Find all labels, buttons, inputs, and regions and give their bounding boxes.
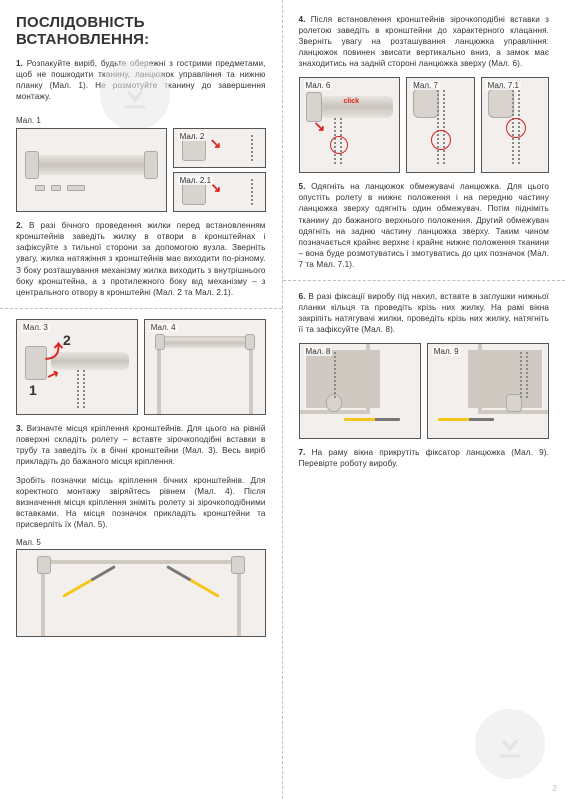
fig-row-3: Мал. 6 click ↘ Мал. 7 bbox=[299, 77, 550, 173]
watermark-icon bbox=[100, 60, 170, 130]
step-4: 4. Після встановлення кронштейнів зірочк… bbox=[299, 14, 550, 69]
fig-6: Мал. 6 click ↘ bbox=[299, 77, 401, 173]
fig-row-2: Мал. 3 1 2 ↗ ⤴ Мал. 4 bbox=[16, 319, 266, 415]
fig-1-label-out: Мал. 1 bbox=[16, 116, 41, 125]
step-6: 6. В разі фіксації виробу під нахил, вст… bbox=[299, 291, 550, 335]
fig-3: Мал. 3 1 2 ↗ ⤴ bbox=[16, 319, 138, 415]
fig-9: Мал. 9 bbox=[427, 343, 549, 439]
fig-row-1-imgs: Мал. 2 ↘ Мал. 2.1 ↘ bbox=[16, 128, 266, 212]
fig-5-label: Мал. 5 bbox=[16, 538, 266, 547]
separator-right bbox=[283, 280, 565, 281]
fig-1 bbox=[16, 128, 167, 212]
fig-2-1: Мал. 2.1 ↘ bbox=[173, 172, 266, 212]
right-column: 4. Після встановлення кронштейнів зірочк… bbox=[283, 0, 565, 799]
step-3a: 3. Визначте місця кріплення кронштейнів.… bbox=[16, 423, 266, 467]
step-7: 7. На раму вікна прикрутіть фіксатор лан… bbox=[299, 447, 550, 469]
page-title: ПОСЛІДОВНІСТЬ ВСТАНОВЛЕННЯ: bbox=[16, 14, 266, 48]
fig-5 bbox=[16, 549, 266, 637]
fig-7-1: Мал. 7.1 bbox=[481, 77, 549, 173]
watermark-icon-2 bbox=[475, 709, 545, 779]
fig-row-4: Мал. 8 Мал. 9 bbox=[299, 343, 550, 439]
left-column: ПОСЛІДОВНІСТЬ ВСТАНОВЛЕННЯ: 1. Розпакуйт… bbox=[0, 0, 283, 799]
fig-2: Мал. 2 ↘ bbox=[173, 128, 266, 168]
fig-5-wrap: Мал. 5 bbox=[16, 538, 266, 637]
fig-8: Мал. 8 bbox=[299, 343, 421, 439]
separator-left bbox=[0, 308, 282, 309]
step-3b: Зробіть позначки місць кріплення бічних … bbox=[16, 475, 266, 530]
fig-7: Мал. 7 bbox=[406, 77, 474, 173]
step-2: 2. В разі бічного проведення жилки перед… bbox=[16, 220, 266, 297]
fig-4: Мал. 4 bbox=[144, 319, 266, 415]
page-number: 2 bbox=[553, 784, 557, 793]
step-5: 5. Одягніть на ланцюжок обмежувачі ланцю… bbox=[299, 181, 550, 270]
